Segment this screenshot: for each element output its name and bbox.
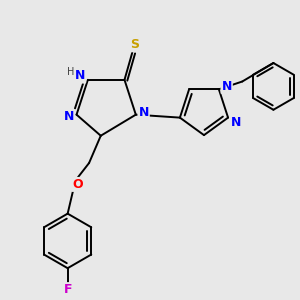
Text: S: S [130,38,139,51]
Text: N: N [221,80,232,93]
Text: F: F [63,283,72,296]
Text: H: H [67,67,74,77]
Text: N: N [64,110,74,123]
Text: O: O [72,178,83,191]
Text: N: N [231,116,241,129]
Text: N: N [138,106,149,119]
Text: N: N [75,69,85,82]
